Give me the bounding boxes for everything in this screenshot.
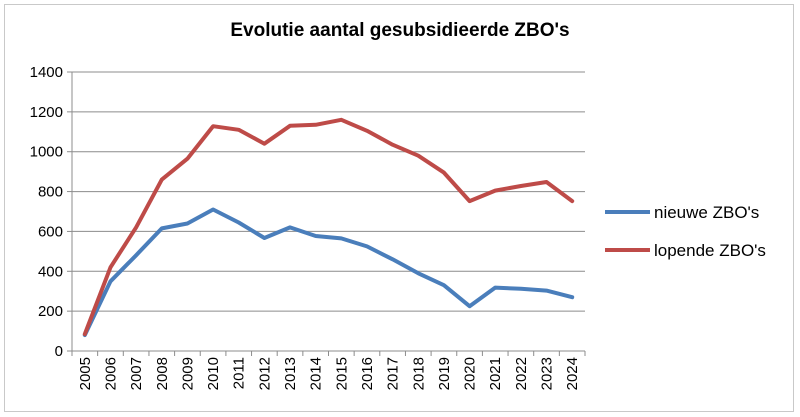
x-tick-label: 2017 — [385, 357, 402, 390]
data-point — [468, 304, 472, 308]
series-line-0 — [82, 207, 575, 338]
x-tick-label: 2015 — [333, 357, 350, 390]
x-tick-label: 2016 — [359, 357, 376, 390]
y-axis-ticks: 0 200 400 600 800 1000 1200 1400 — [30, 64, 72, 360]
y-tick-label: 400 — [38, 263, 63, 280]
y-tick-label: 600 — [38, 223, 63, 240]
y-tick-label: 1200 — [30, 104, 63, 121]
y-tick-label: 1400 — [30, 64, 63, 81]
x-tick-label: 2013 — [282, 357, 299, 390]
series-lines — [82, 117, 575, 338]
x-tick-label: 2021 — [487, 357, 504, 390]
data-point — [185, 157, 189, 161]
data-point — [570, 295, 574, 299]
series-line-1 — [82, 117, 575, 337]
data-point — [314, 123, 318, 127]
data-point — [365, 244, 369, 248]
chart-title: Evolutie aantal gesubsidieerde ZBO's — [230, 20, 570, 41]
data-point — [416, 271, 420, 275]
y-tick-label: 200 — [38, 303, 63, 320]
x-tick-label: 2007 — [128, 357, 145, 390]
y-tick-label: 0 — [55, 343, 63, 360]
data-point — [391, 143, 395, 147]
data-point — [262, 142, 266, 146]
data-point — [570, 199, 574, 203]
legend-label: lopende ZBO's — [654, 241, 766, 260]
data-point — [339, 118, 343, 122]
data-point — [519, 287, 523, 291]
x-tick-label: 2019 — [436, 357, 453, 390]
data-point — [211, 124, 215, 128]
x-tick-label: 2008 — [154, 357, 171, 390]
x-tick-label: 2023 — [539, 357, 556, 390]
data-point — [442, 171, 446, 175]
x-tick-label: 2024 — [564, 357, 581, 390]
x-tick-label: 2005 — [77, 357, 94, 390]
x-tick-label: 2006 — [102, 357, 119, 390]
data-point — [314, 234, 318, 238]
data-point — [493, 189, 497, 193]
data-point — [365, 129, 369, 133]
data-point — [391, 257, 395, 261]
data-point — [134, 253, 138, 257]
y-tick-label: 800 — [38, 184, 63, 201]
data-point — [237, 220, 241, 224]
data-point — [416, 154, 420, 158]
data-point — [339, 236, 343, 240]
data-point — [545, 180, 549, 184]
x-tick-label: 2014 — [308, 357, 325, 390]
legend: nieuwe ZBO's lopende ZBO's — [605, 203, 766, 260]
data-point — [262, 236, 266, 240]
data-point — [237, 128, 241, 132]
data-point — [545, 289, 549, 293]
data-point — [108, 265, 112, 269]
data-point — [160, 226, 164, 230]
x-tick-label: 2011 — [231, 357, 248, 389]
data-point — [185, 221, 189, 225]
data-point — [493, 286, 497, 290]
data-point — [519, 184, 523, 188]
data-point — [288, 124, 292, 128]
x-tick-label: 2022 — [513, 357, 530, 390]
x-tick-label: 2018 — [410, 357, 427, 390]
x-axis-ticks: 2005 2006 2007 2008 2009 2010 2011 2012 2013 2014… — [71, 351, 586, 390]
data-point — [134, 225, 138, 229]
x-tick-label: 2009 — [179, 357, 196, 390]
data-point — [468, 199, 472, 203]
data-point — [83, 332, 87, 336]
data-point — [288, 225, 292, 229]
legend-label: nieuwe ZBO's — [654, 203, 759, 222]
y-tick-label: 1000 — [30, 144, 63, 161]
x-tick-label: 2012 — [256, 357, 273, 390]
data-point — [211, 208, 215, 212]
data-point — [160, 178, 164, 182]
gridlines — [72, 71, 585, 312]
x-tick-label: 2020 — [462, 357, 479, 390]
x-tick-label: 2010 — [205, 357, 222, 390]
axes — [71, 72, 585, 352]
data-point — [442, 283, 446, 287]
data-point — [108, 279, 112, 283]
